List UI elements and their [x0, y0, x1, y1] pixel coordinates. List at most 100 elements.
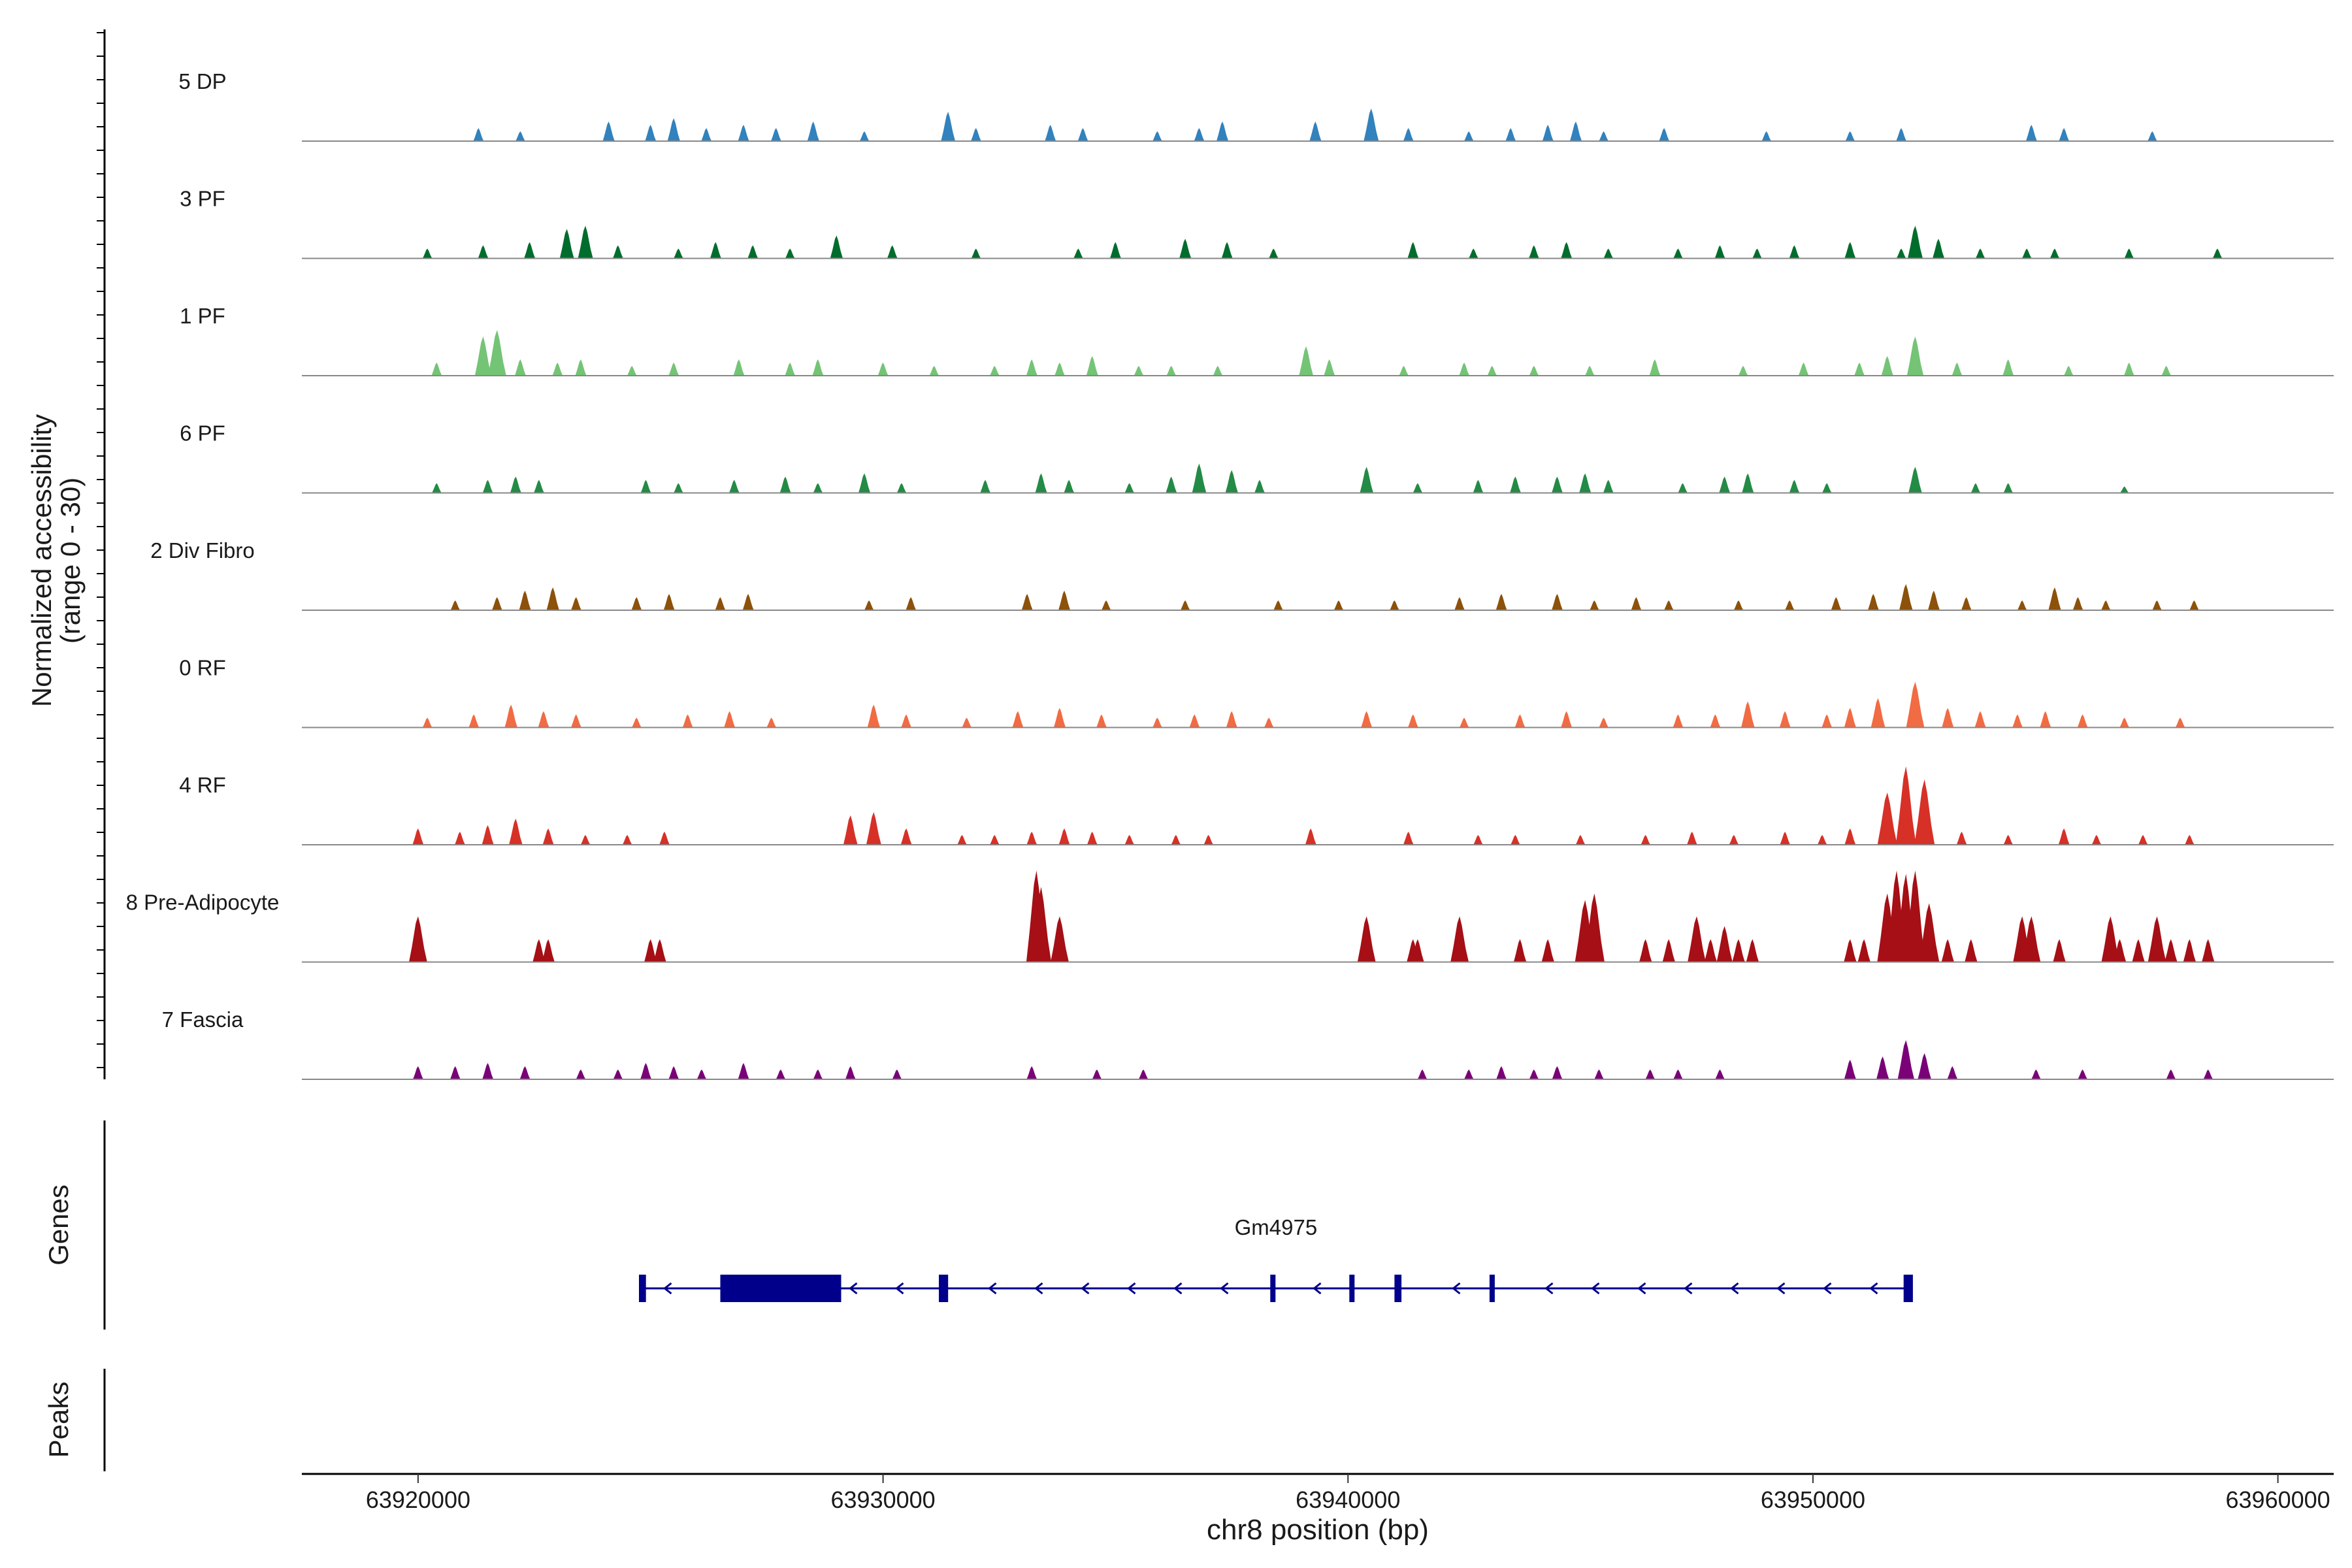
coverage-peak [1464, 1070, 1474, 1079]
coverage-peak [1064, 480, 1075, 493]
coverage-peak [2101, 916, 2120, 962]
coverage-peak [1942, 708, 1954, 728]
strand-arrow [1452, 1282, 1461, 1295]
coverage-peak [571, 597, 581, 610]
coverage-peak [990, 366, 1000, 376]
coverage-peak [941, 112, 956, 141]
track: 2 Div Fibro [150, 538, 2334, 611]
track: 8 Pre-Adipocyte [126, 870, 2334, 963]
gene-exon [1270, 1275, 1276, 1302]
coverage-peak [1505, 128, 1516, 141]
coverage-peak [1171, 835, 1181, 845]
coverage-peak [1513, 939, 1527, 962]
coverage-peak [971, 248, 981, 259]
coverage-peak [724, 711, 736, 728]
genes-label: Genes [43, 1184, 74, 1266]
coverage-peak [2031, 1070, 2041, 1079]
coverage-peak [1357, 916, 1376, 962]
coverage-peak [900, 828, 912, 845]
coverage-peak [578, 225, 593, 259]
coverage-peak [519, 591, 531, 610]
coverage-peak [830, 235, 843, 259]
coverage-peak [776, 1070, 786, 1079]
coverage-peak [478, 245, 489, 259]
coverage-peak [1166, 476, 1177, 493]
coverage-peak [538, 711, 549, 728]
coverage-peak [1192, 463, 1207, 493]
coverage-peak [1073, 248, 1083, 259]
coverage-peak [653, 939, 666, 962]
coverage-tracks: 5 DP 3 PF 1 PF 6 PF 2 Div Fibro 0 RF 4 RF 8 Pre… [126, 69, 2334, 1080]
coverage-peak [1896, 248, 1906, 259]
coverage-peak [1514, 714, 1526, 728]
coverage-peak [785, 363, 796, 376]
coverage-peak [482, 1063, 494, 1079]
coverage-peak [1166, 366, 1177, 376]
strand-arrow [1081, 1282, 1090, 1295]
coverage-peak [431, 363, 442, 376]
coverage-peak [2003, 483, 2014, 493]
coverage-peak [1464, 131, 1474, 141]
coverage-peak [1408, 714, 1418, 728]
gene-exon [1349, 1275, 1355, 1302]
coverage-peak [1732, 939, 1745, 962]
coverage-peak [542, 828, 554, 845]
coverage-peak [1631, 597, 1642, 610]
coverage-peak [602, 122, 615, 141]
coverage-peak [1026, 1066, 1037, 1079]
coverage-peak [738, 1063, 749, 1079]
coverage-peak [1908, 225, 1923, 259]
coverage-peak [1817, 835, 1827, 845]
coverage-peak [1599, 131, 1609, 141]
coverage-peak [2064, 366, 2074, 376]
coverage-peak [631, 597, 642, 610]
coverage-peak [1881, 356, 1893, 376]
track-label: 6 PF [180, 421, 225, 446]
coverage-peak [1360, 466, 1373, 493]
coverage-peak [2212, 248, 2223, 259]
x-axis-tick-label: 63950000 [1761, 1486, 1865, 1513]
track-label: 5 DP [178, 69, 226, 93]
coverage-peak [1952, 363, 1963, 376]
coverage-peak [859, 131, 870, 141]
coverage-peak [1179, 238, 1192, 259]
coverage-peak [1659, 128, 1670, 141]
coverage-peak [1844, 242, 1856, 259]
coverage-peak [1822, 483, 1832, 493]
coverage-peak [1831, 597, 1842, 610]
coverage-peak [1870, 698, 1886, 728]
coverage-peak [1510, 476, 1521, 493]
coverage-peak [866, 812, 881, 845]
gene-track: Gm4975 [639, 1215, 1913, 1302]
coverage-peak [1450, 916, 1469, 962]
coverage-peak [455, 832, 465, 845]
coverage-peak [1785, 600, 1795, 610]
gene-exon [1489, 1275, 1495, 1302]
coverage-peak [613, 245, 623, 259]
coverage-peak [422, 248, 433, 259]
coverage-peak [812, 359, 824, 376]
coverage-peak [422, 717, 433, 728]
coverage-peak [1364, 108, 1379, 141]
coverage-peak [1273, 600, 1283, 610]
coverage-peak [1496, 1066, 1507, 1079]
coverage-peak [1678, 483, 1688, 493]
coverage-peak [504, 704, 517, 728]
coverage-peak [864, 600, 874, 610]
coverage-peak [1309, 122, 1322, 141]
coverage-peak [957, 835, 967, 845]
track-label: 4 RF [179, 773, 226, 797]
x-axis-label: chr8 position (bp) [1207, 1514, 1429, 1546]
coverage-peak [1225, 470, 1238, 493]
coverage-peak [1051, 916, 1069, 962]
coverage-peak [668, 363, 679, 376]
coverage-peak [473, 128, 484, 141]
coverage-peak [2138, 835, 2148, 845]
track: 4 RF [179, 766, 2334, 845]
coverage-peak [1333, 600, 1344, 610]
coverage-peak [1552, 476, 1563, 493]
coverage-peak [1552, 594, 1563, 610]
strand-arrow [1220, 1282, 1229, 1295]
coverage-peak [1844, 708, 1856, 728]
coverage-peak [1213, 366, 1223, 376]
